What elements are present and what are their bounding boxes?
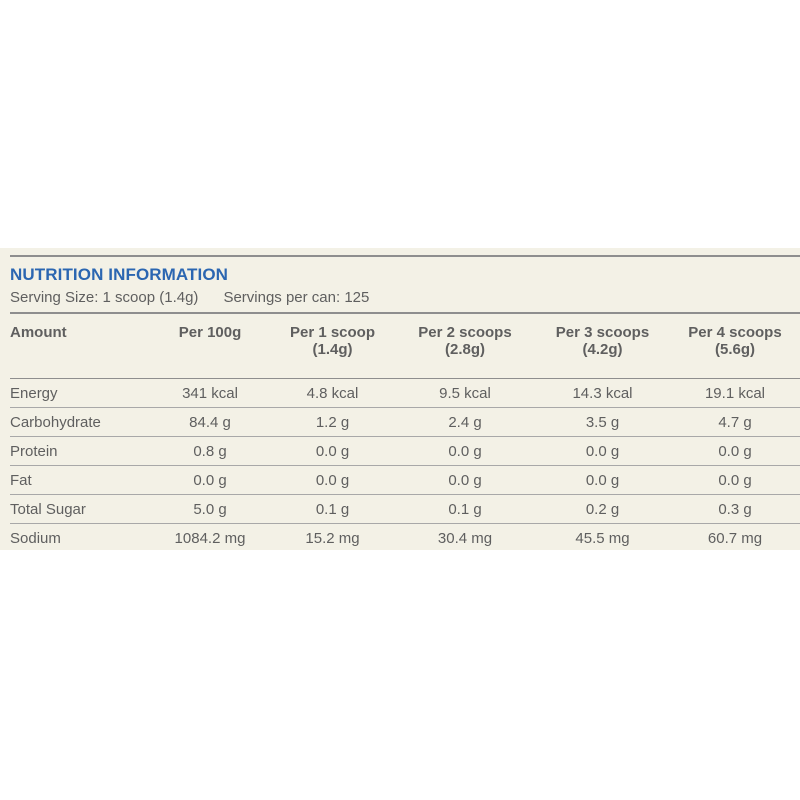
table-cell: 0.0 g	[270, 436, 395, 466]
table-cell: 0.0 g	[535, 436, 670, 466]
table-cell: 1084.2 mg	[174, 529, 246, 547]
table-cell: 0.0 g	[535, 465, 670, 495]
column-header-per-2-scoops: Per 2 scoops (2.8g)	[395, 314, 535, 379]
top-divider	[10, 255, 800, 257]
nutrient-name: Carbohydrate	[10, 407, 150, 437]
serving-info: Serving Size: 1 scoop (1.4g) Servings per…	[10, 289, 369, 306]
table-cell: 30.4 mg	[437, 529, 493, 547]
table-cell: 4.8 kcal	[270, 378, 395, 408]
table-cell: 0.0 g	[270, 465, 395, 495]
table-row: Protein 0.8 g 0.0 g 0.0 g 0.0 g 0.0 g	[10, 436, 800, 466]
panel-title: NUTRITION INFORMATION	[10, 265, 229, 284]
table-cell: 0.8 g	[150, 436, 270, 466]
table-cell: 19.1 kcal	[670, 378, 800, 408]
table-cell: 0.0 g	[150, 465, 270, 495]
table-cell: 0.2 g	[535, 494, 670, 524]
nutrient-name: Total Sugar	[10, 494, 150, 524]
table-cell: 341 kcal	[150, 378, 270, 408]
table-row: Energy 341 kcal 4.8 kcal 9.5 kcal 14.3 k…	[10, 378, 800, 408]
serving-size: Serving Size: 1 scoop (1.4g)	[10, 289, 199, 306]
nutrition-panel: NUTRITION INFORMATION Serving Size: 1 sc…	[0, 248, 800, 550]
table-row: Total Sugar 5.0 g 0.1 g 0.1 g 0.2 g 0.3 …	[10, 494, 800, 524]
table-cell: 0.0 g	[395, 465, 535, 495]
table-cell: 60.7 mg	[707, 529, 763, 547]
table-cell: 0.1 g	[395, 494, 535, 524]
table-cell: 14.3 kcal	[535, 378, 670, 408]
table-cell: 1.2 g	[270, 407, 395, 437]
table-row: Fat 0.0 g 0.0 g 0.0 g 0.0 g 0.0 g	[10, 465, 800, 495]
table-row: Carbohydrate 84.4 g 1.2 g 2.4 g 3.5 g 4.…	[10, 407, 800, 437]
table-cell: 3.5 g	[535, 407, 670, 437]
table-cell: 0.3 g	[670, 494, 800, 524]
table-header-row: Amount Per 100g Per 1 scoop (1.4g) Per 2…	[10, 314, 800, 379]
table-cell: 84.4 g	[150, 407, 270, 437]
servings-per-can: Servings per can: 125	[223, 289, 370, 306]
table-row: Sodium 1084.2 mg 15.2 mg 30.4 mg 45.5 mg…	[10, 524, 800, 553]
nutrient-name: Protein	[10, 436, 150, 466]
table-cell: 0.1 g	[270, 494, 395, 524]
nutrient-name: Sodium	[10, 529, 61, 547]
header-divider	[10, 312, 800, 314]
table-cell: 2.4 g	[395, 407, 535, 437]
table-cell: 4.7 g	[670, 407, 800, 437]
column-header-per-1-scoop: Per 1 scoop (1.4g)	[270, 314, 395, 379]
table-cell: 0.0 g	[670, 436, 800, 466]
table-cell: 45.5 mg	[575, 529, 630, 547]
nutrition-table: Amount Per 100g Per 1 scoop (1.4g) Per 2…	[10, 314, 800, 552]
nutrient-name: Energy	[10, 378, 150, 408]
column-header-per-4-scoops: Per 4 scoops (5.6g)	[670, 314, 800, 379]
table-cell: 0.0 g	[395, 436, 535, 466]
table-cell: 5.0 g	[150, 494, 270, 524]
table-cell: 15.2 mg	[305, 529, 360, 547]
column-header-per-3-scoops: Per 3 scoops (4.2g)	[535, 314, 670, 379]
table-cell: 9.5 kcal	[395, 378, 535, 408]
column-header-per-100g: Per 100g	[150, 314, 270, 379]
column-header-amount: Amount	[10, 314, 150, 379]
table-cell: 0.0 g	[670, 465, 800, 495]
nutrient-name: Fat	[10, 465, 150, 495]
